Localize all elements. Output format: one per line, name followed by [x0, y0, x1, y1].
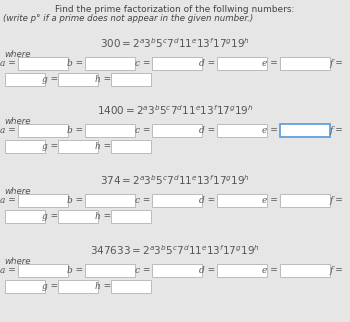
FancyBboxPatch shape [18, 264, 68, 277]
Text: h =: h = [95, 212, 111, 221]
Text: a =: a = [0, 196, 16, 205]
FancyBboxPatch shape [5, 280, 45, 293]
Text: d =: d = [199, 266, 215, 275]
FancyBboxPatch shape [18, 194, 68, 207]
FancyBboxPatch shape [217, 264, 267, 277]
Text: b =: b = [67, 126, 83, 135]
FancyBboxPatch shape [280, 57, 330, 70]
Text: g =: g = [42, 282, 58, 291]
FancyBboxPatch shape [85, 194, 135, 207]
Text: where: where [4, 117, 30, 126]
FancyBboxPatch shape [5, 210, 45, 223]
FancyBboxPatch shape [85, 124, 135, 137]
Text: h =: h = [95, 282, 111, 291]
FancyBboxPatch shape [217, 194, 267, 207]
FancyBboxPatch shape [58, 280, 98, 293]
Text: d =: d = [199, 59, 215, 68]
FancyBboxPatch shape [217, 57, 267, 70]
Text: c =: c = [135, 59, 150, 68]
Text: e =: e = [262, 266, 278, 275]
FancyBboxPatch shape [58, 210, 98, 223]
Text: $374 = 2^a3^b5^c7^d11^e13^f17^g19^h$: $374 = 2^a3^b5^c7^d11^e13^f17^g19^h$ [100, 173, 250, 187]
FancyBboxPatch shape [280, 124, 330, 137]
FancyBboxPatch shape [152, 124, 202, 137]
Text: e =: e = [262, 196, 278, 205]
Text: g =: g = [42, 75, 58, 84]
Text: where: where [4, 257, 30, 266]
FancyBboxPatch shape [152, 264, 202, 277]
FancyBboxPatch shape [280, 264, 330, 277]
Text: g =: g = [42, 212, 58, 221]
Text: f =: f = [329, 196, 343, 205]
Text: f =: f = [329, 266, 343, 275]
FancyBboxPatch shape [58, 140, 98, 153]
Text: $1400 = 2^a3^b5^c7^d11^e13^f17^g19^h$: $1400 = 2^a3^b5^c7^d11^e13^f17^g19^h$ [97, 103, 253, 117]
FancyBboxPatch shape [5, 140, 45, 153]
FancyBboxPatch shape [111, 210, 151, 223]
Text: a =: a = [0, 59, 16, 68]
Text: g =: g = [42, 142, 58, 151]
Text: f =: f = [329, 59, 343, 68]
Text: a =: a = [0, 266, 16, 275]
Text: f =: f = [329, 126, 343, 135]
Text: c =: c = [135, 126, 150, 135]
Text: c =: c = [135, 266, 150, 275]
Text: where: where [4, 187, 30, 196]
Text: c =: c = [135, 196, 150, 205]
Text: Find the prime factorization of the follwing numbers:: Find the prime factorization of the foll… [55, 5, 295, 14]
FancyBboxPatch shape [85, 264, 135, 277]
FancyBboxPatch shape [111, 140, 151, 153]
Text: b =: b = [67, 196, 83, 205]
Text: e =: e = [262, 126, 278, 135]
Text: $300 = 2^a3^b5^c7^d11^e13^f17^g19^h$: $300 = 2^a3^b5^c7^d11^e13^f17^g19^h$ [100, 36, 250, 50]
Text: e =: e = [262, 59, 278, 68]
Text: h =: h = [95, 75, 111, 84]
FancyBboxPatch shape [280, 194, 330, 207]
FancyBboxPatch shape [58, 73, 98, 86]
FancyBboxPatch shape [111, 73, 151, 86]
Text: h =: h = [95, 142, 111, 151]
FancyBboxPatch shape [152, 194, 202, 207]
FancyBboxPatch shape [18, 124, 68, 137]
FancyBboxPatch shape [18, 57, 68, 70]
FancyBboxPatch shape [111, 280, 151, 293]
Text: d =: d = [199, 126, 215, 135]
FancyBboxPatch shape [5, 73, 45, 86]
Text: a =: a = [0, 126, 16, 135]
Text: b =: b = [67, 59, 83, 68]
Text: where: where [4, 50, 30, 59]
Text: $347633 = 2^a3^b5^c7^d11^e13^f17^g19^h$: $347633 = 2^a3^b5^c7^d11^e13^f17^g19^h$ [90, 243, 260, 257]
Text: d =: d = [199, 196, 215, 205]
FancyBboxPatch shape [217, 124, 267, 137]
FancyBboxPatch shape [85, 57, 135, 70]
Text: (write p° if a prime does not appear in the given number.): (write p° if a prime does not appear in … [3, 14, 253, 23]
Text: b =: b = [67, 266, 83, 275]
FancyBboxPatch shape [152, 57, 202, 70]
